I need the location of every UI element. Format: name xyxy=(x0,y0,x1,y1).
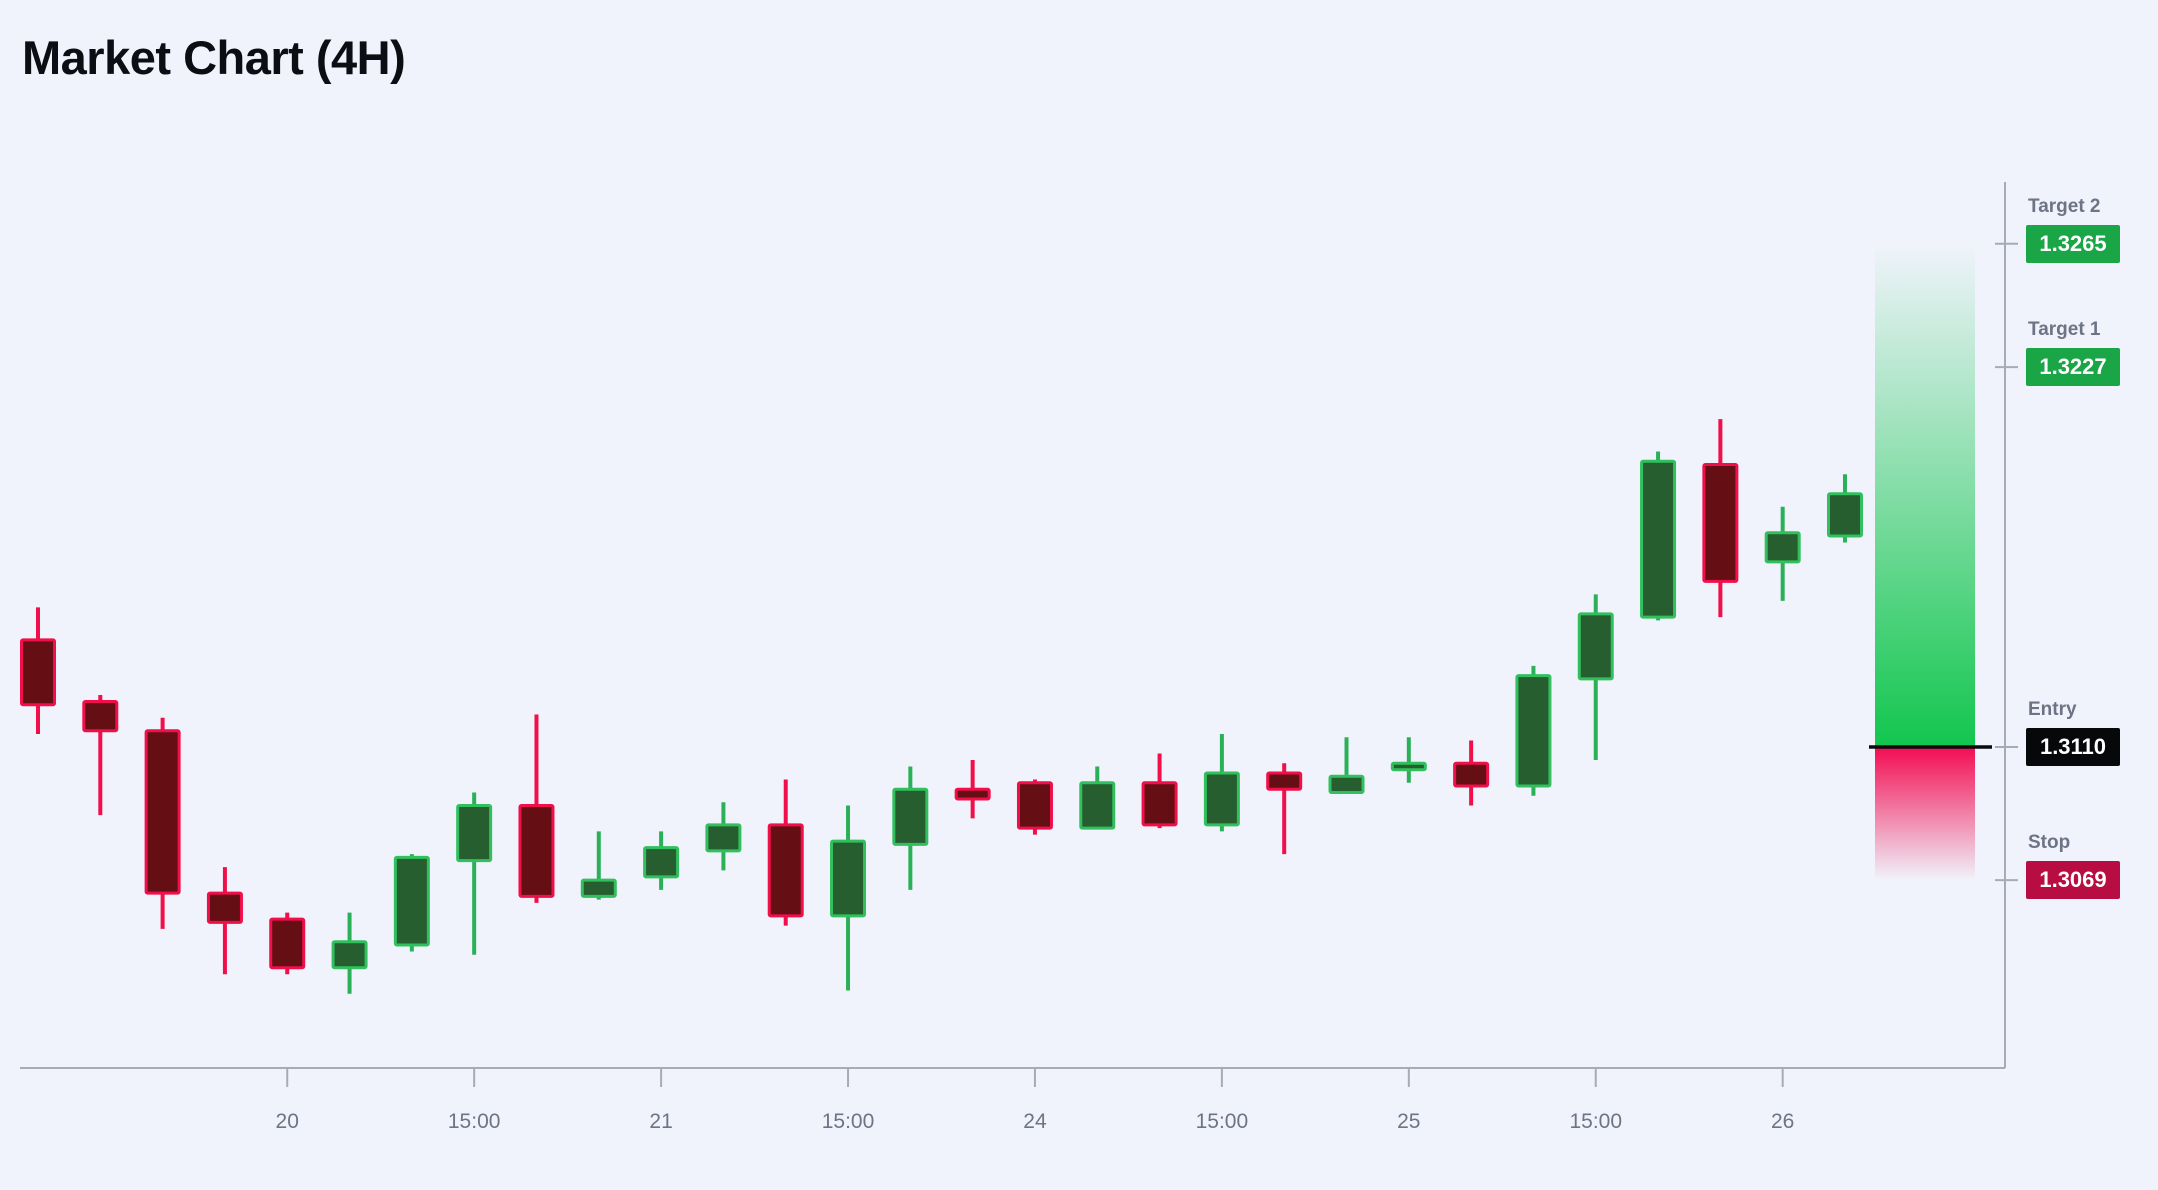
price-level-stop: Stop 1.3069 xyxy=(2026,832,2120,900)
stop-label: Stop xyxy=(2028,832,2071,854)
svg-text:24: 24 xyxy=(1023,1110,1047,1133)
svg-text:26: 26 xyxy=(1771,1110,1794,1133)
target1-price-badge: 1.3227 xyxy=(2026,348,2120,387)
entry-price-badge: 1.3110 xyxy=(2026,728,2120,766)
svg-text:21: 21 xyxy=(649,1110,672,1133)
target2-label: Target 2 xyxy=(2028,195,2101,217)
price-level-target1: Target 1 1.3227 xyxy=(2026,319,2120,387)
svg-text:25: 25 xyxy=(1397,1110,1420,1133)
page-title: Market Chart (4H) xyxy=(22,31,406,84)
chart-axes xyxy=(20,182,2006,1069)
x-axis-ticks: 20 15:00 21 15:00 24 15:00 25 15:00 26 xyxy=(276,1069,1794,1133)
price-level-ticks xyxy=(1995,242,2018,882)
target1-label: Target 1 xyxy=(2028,319,2101,341)
svg-text:15:00: 15:00 xyxy=(822,1110,875,1133)
price-level-target2: Target 2 1.3265 xyxy=(2026,196,2120,263)
svg-text:20: 20 xyxy=(276,1110,299,1133)
target2-price-badge: 1.3265 xyxy=(2026,224,2120,263)
candles-group xyxy=(20,419,1863,994)
svg-text:15:00: 15:00 xyxy=(448,1110,501,1133)
entry-label: Entry xyxy=(2028,699,2077,720)
price-level-entry: Entry 1.3110 xyxy=(2026,699,2120,766)
profit-loss-zones xyxy=(1875,243,1975,881)
svg-text:15:00: 15:00 xyxy=(1569,1110,1622,1133)
svg-text:15:00: 15:00 xyxy=(1196,1110,1249,1133)
stop-price-badge: 1.3069 xyxy=(2026,861,2120,900)
